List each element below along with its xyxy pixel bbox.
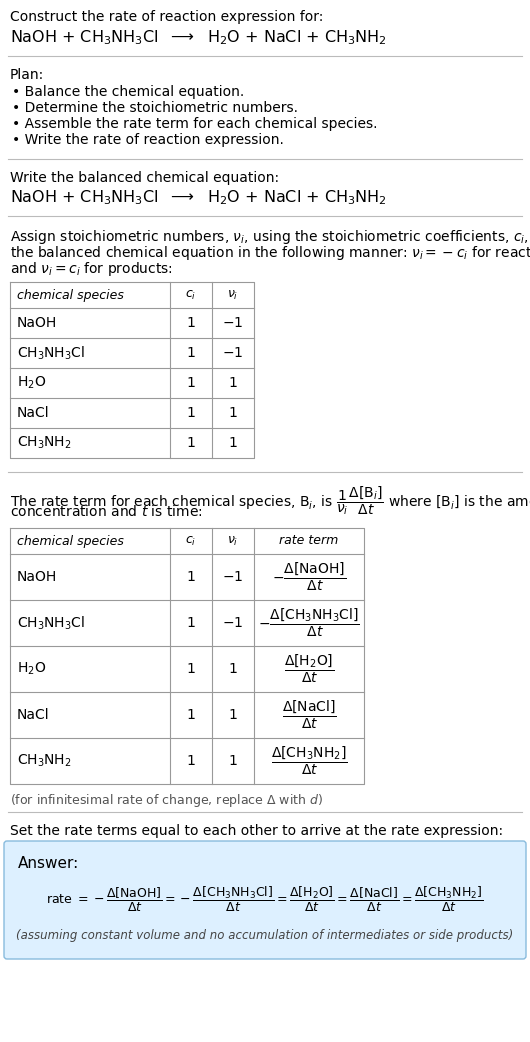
Text: and $\nu_i = c_i$ for products:: and $\nu_i = c_i$ for products:: [10, 260, 173, 278]
Text: 1: 1: [187, 406, 196, 420]
Text: 1: 1: [187, 708, 196, 722]
Text: NaCl: NaCl: [17, 406, 50, 420]
Text: 1: 1: [187, 436, 196, 450]
Bar: [10, 282, 254, 458]
Text: 1: 1: [228, 376, 237, 390]
Text: 1: 1: [187, 754, 196, 768]
Text: $-\dfrac{\Delta[\mathrm{NaOH}]}{\Delta t}$: $-\dfrac{\Delta[\mathrm{NaOH}]}{\Delta t…: [272, 561, 346, 593]
Text: NaCl: NaCl: [17, 708, 50, 722]
Text: $\nu_i$: $\nu_i$: [227, 535, 238, 547]
Text: chemical species: chemical species: [17, 535, 124, 547]
Text: NaOH: NaOH: [17, 316, 57, 330]
Text: Write the balanced chemical equation:: Write the balanced chemical equation:: [10, 171, 279, 185]
Text: 1: 1: [187, 346, 196, 359]
Text: 1: 1: [228, 754, 237, 768]
Bar: [10, 528, 364, 784]
Text: 1: 1: [228, 662, 237, 676]
Text: (for infinitesimal rate of change, replace Δ with $d$): (for infinitesimal rate of change, repla…: [10, 792, 323, 809]
Text: 1: 1: [187, 616, 196, 630]
Text: $\dfrac{\Delta[\mathrm{CH_3NH_2}]}{\Delta t}$: $\dfrac{\Delta[\mathrm{CH_3NH_2}]}{\Delt…: [271, 745, 347, 777]
Text: CH$_3$NH$_3$Cl: CH$_3$NH$_3$Cl: [17, 615, 85, 631]
Text: (assuming constant volume and no accumulation of intermediates or side products): (assuming constant volume and no accumul…: [16, 929, 514, 943]
Text: chemical species: chemical species: [17, 289, 124, 301]
Text: CH$_3$NH$_2$: CH$_3$NH$_2$: [17, 752, 72, 769]
Text: Plan:: Plan:: [10, 68, 44, 82]
Text: 1: 1: [228, 708, 237, 722]
Text: NaOH + CH$_3$NH$_3$Cl  $\longrightarrow$  H$_2$O + NaCl + CH$_3$NH$_2$: NaOH + CH$_3$NH$_3$Cl $\longrightarrow$ …: [10, 28, 386, 47]
Text: $\dfrac{\Delta[\mathrm{H_2O}]}{\Delta t}$: $\dfrac{\Delta[\mathrm{H_2O}]}{\Delta t}…: [284, 653, 334, 686]
Text: CH$_3$NH$_2$: CH$_3$NH$_2$: [17, 435, 72, 451]
Text: The rate term for each chemical species, B$_i$, is $\dfrac{1}{\nu_i}\dfrac{\Delt: The rate term for each chemical species,…: [10, 483, 530, 517]
Text: concentration and $t$ is time:: concentration and $t$ is time:: [10, 504, 202, 519]
Text: $c_i$: $c_i$: [186, 535, 197, 547]
Text: Assign stoichiometric numbers, $\nu_i$, using the stoichiometric coefficients, $: Assign stoichiometric numbers, $\nu_i$, …: [10, 228, 530, 246]
Text: 1: 1: [187, 376, 196, 390]
Text: 1: 1: [228, 406, 237, 420]
Text: rate $= -\dfrac{\Delta[\mathrm{NaOH}]}{\Delta t} = -\dfrac{\Delta[\mathrm{CH_3NH: rate $= -\dfrac{\Delta[\mathrm{NaOH}]}{\…: [46, 885, 484, 914]
Text: NaOH + CH$_3$NH$_3$Cl  $\longrightarrow$  H$_2$O + NaCl + CH$_3$NH$_2$: NaOH + CH$_3$NH$_3$Cl $\longrightarrow$ …: [10, 188, 386, 206]
Text: Set the rate terms equal to each other to arrive at the rate expression:: Set the rate terms equal to each other t…: [10, 824, 503, 838]
Text: $-1$: $-1$: [223, 316, 244, 330]
Text: CH$_3$NH$_3$Cl: CH$_3$NH$_3$Cl: [17, 344, 85, 362]
Text: • Write the rate of reaction expression.: • Write the rate of reaction expression.: [12, 133, 284, 147]
Text: NaOH: NaOH: [17, 570, 57, 584]
Text: $-\dfrac{\Delta[\mathrm{CH_3NH_3Cl}]}{\Delta t}$: $-\dfrac{\Delta[\mathrm{CH_3NH_3Cl}]}{\D…: [258, 606, 360, 639]
Text: 1: 1: [187, 662, 196, 676]
Text: • Assemble the rate term for each chemical species.: • Assemble the rate term for each chemic…: [12, 117, 377, 131]
Text: Construct the rate of reaction expression for:: Construct the rate of reaction expressio…: [10, 10, 323, 24]
Text: $\nu_i$: $\nu_i$: [227, 289, 238, 301]
Text: • Balance the chemical equation.: • Balance the chemical equation.: [12, 85, 244, 99]
Text: $-1$: $-1$: [223, 570, 244, 584]
Text: $c_i$: $c_i$: [186, 289, 197, 301]
Text: 1: 1: [187, 570, 196, 584]
Text: H$_2$O: H$_2$O: [17, 661, 46, 677]
Text: $-1$: $-1$: [223, 346, 244, 359]
Text: H$_2$O: H$_2$O: [17, 375, 46, 391]
Text: rate term: rate term: [279, 535, 339, 547]
Text: Answer:: Answer:: [18, 855, 80, 871]
Text: 1: 1: [228, 436, 237, 450]
FancyBboxPatch shape: [4, 841, 526, 959]
Text: $\dfrac{\Delta[\mathrm{NaCl}]}{\Delta t}$: $\dfrac{\Delta[\mathrm{NaCl}]}{\Delta t}…: [281, 699, 337, 731]
Text: 1: 1: [187, 316, 196, 330]
Text: • Determine the stoichiometric numbers.: • Determine the stoichiometric numbers.: [12, 101, 298, 115]
Text: the balanced chemical equation in the following manner: $\nu_i = -c_i$ for react: the balanced chemical equation in the fo…: [10, 244, 530, 262]
Text: $-1$: $-1$: [223, 616, 244, 630]
